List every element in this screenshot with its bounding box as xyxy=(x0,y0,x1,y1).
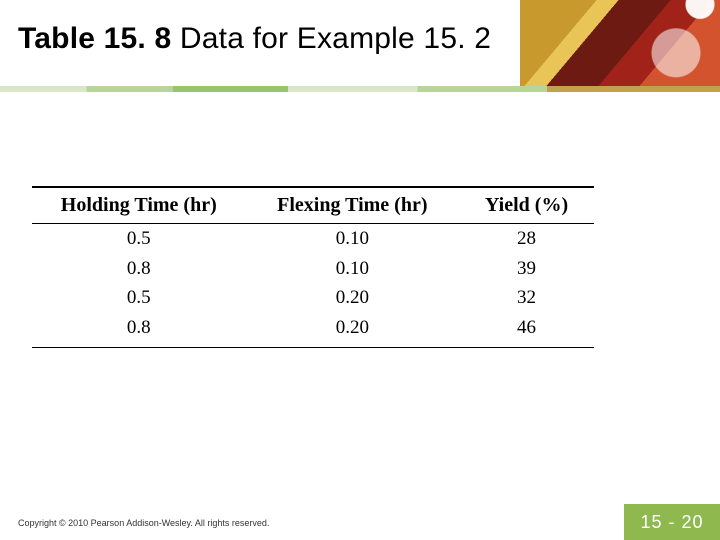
cell: 0.20 xyxy=(246,313,460,347)
corner-decoration xyxy=(520,0,720,88)
cell: 0.8 xyxy=(32,313,246,347)
title-number: Table 15. 8 xyxy=(18,22,171,55)
data-table-container: Holding Time (hr) Flexing Time (hr) Yiel… xyxy=(32,186,594,348)
cell: 0.10 xyxy=(246,254,460,284)
cell: 46 xyxy=(459,313,594,347)
cell: 0.20 xyxy=(246,283,460,313)
title-desc: Data for Example 15. 2 xyxy=(171,22,491,55)
cell: 28 xyxy=(459,224,594,254)
cell: 0.5 xyxy=(32,224,246,254)
page-number: 15 - 20 xyxy=(640,512,703,533)
page-title: Table 15. 8 Data for Example 15. 2 xyxy=(18,22,491,56)
page-number-box: 15 - 20 xyxy=(624,504,720,540)
cell: 0.10 xyxy=(246,224,460,254)
cell: 32 xyxy=(459,283,594,313)
table-header-row: Holding Time (hr) Flexing Time (hr) Yiel… xyxy=(32,187,594,224)
table-row: 0.8 0.10 39 xyxy=(32,254,594,284)
cell: 0.8 xyxy=(32,254,246,284)
cell: 39 xyxy=(459,254,594,284)
col-header-flexing: Flexing Time (hr) xyxy=(246,187,460,224)
table-row: 0.5 0.20 32 xyxy=(32,283,594,313)
table-row: 0.5 0.10 28 xyxy=(32,224,594,254)
accent-band xyxy=(0,86,720,92)
data-table: Holding Time (hr) Flexing Time (hr) Yiel… xyxy=(32,186,594,348)
col-header-holding: Holding Time (hr) xyxy=(32,187,246,224)
table-row: 0.8 0.20 46 xyxy=(32,313,594,347)
cell: 0.5 xyxy=(32,283,246,313)
col-header-yield: Yield (%) xyxy=(459,187,594,224)
copyright-text: Copyright © 2010 Pearson Addison-Wesley.… xyxy=(18,518,269,528)
